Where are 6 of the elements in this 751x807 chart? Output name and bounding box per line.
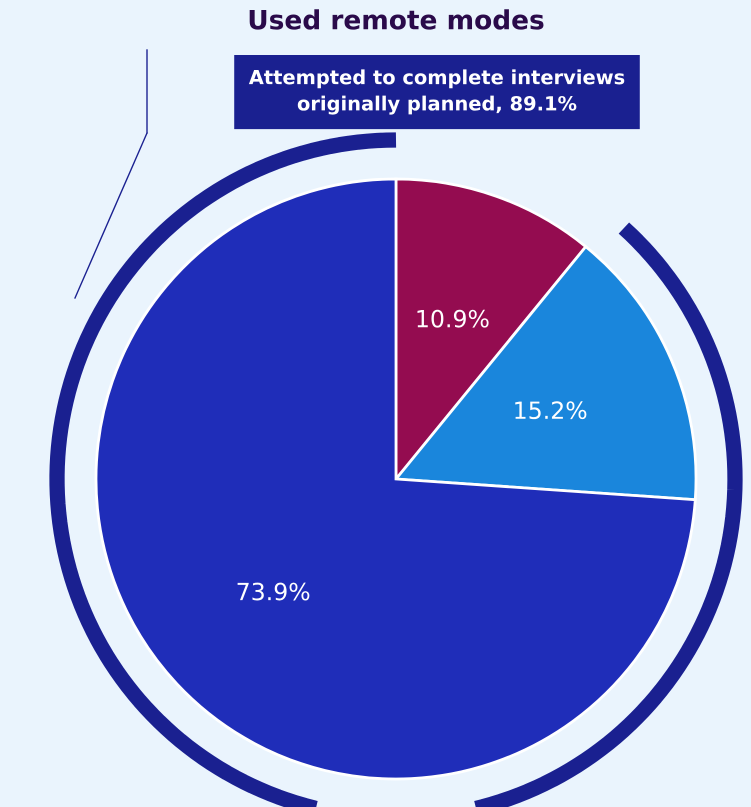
data-label: 15.2% [515,401,586,420]
chart-title: Used remote modes [250,9,544,30]
text: Attempted to complete interviews originally planned, 89.1% [248,69,624,115]
data-label: 73.9% [238,582,310,600]
data-label: 10.9% [418,310,489,328]
pie-slice [94,178,697,780]
